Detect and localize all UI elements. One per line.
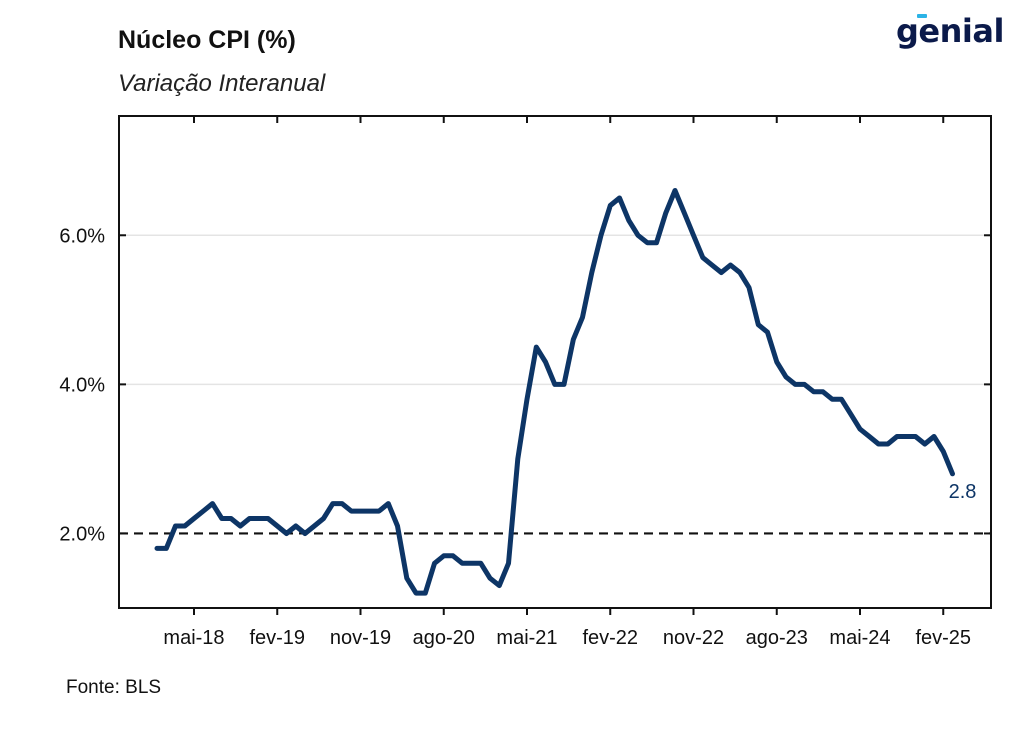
x-tick-label: nov-19: [330, 627, 391, 649]
x-tick-label: ago-23: [746, 627, 808, 649]
y-tick-label: 4.0%: [59, 374, 105, 396]
x-tick-label: fev-25: [915, 627, 971, 649]
y-tick-label: 6.0%: [59, 225, 105, 247]
chart-title: Núcleo CPI (%): [118, 26, 296, 54]
x-tick-label: mai-21: [496, 627, 557, 649]
plot-border: [118, 115, 992, 609]
end-value-label: 2.8: [949, 481, 977, 503]
logo-accent-mark: [917, 14, 927, 18]
x-tick-label: nov-22: [663, 627, 724, 649]
chart-subtitle: Variação Interanual: [118, 70, 326, 97]
x-tick-label: mai-18: [163, 627, 224, 649]
x-tick-label: fev-19: [249, 627, 305, 649]
chart-source: Fonte: BLS: [66, 677, 162, 698]
genial-logo: genial: [896, 6, 1004, 56]
x-tick-label: mai-24: [829, 627, 890, 649]
x-tick-label: fev-22: [582, 627, 638, 649]
x-tick-label: ago-20: [413, 627, 475, 649]
y-tick-label: 2.0%: [59, 523, 105, 545]
logo-text: genial: [896, 12, 1004, 50]
series-line-core-cpi: [154, 188, 955, 596]
